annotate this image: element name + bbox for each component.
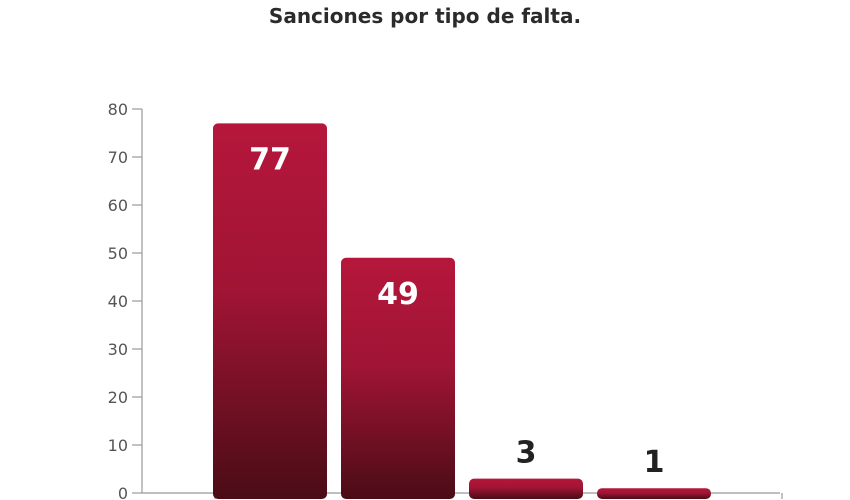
bar (213, 123, 327, 500)
y-tick-label: 0 (118, 484, 128, 500)
bar-value-label: 1 (644, 445, 665, 480)
y-tick-label: 70 (108, 148, 128, 167)
y-tick-label: 50 (108, 244, 128, 263)
bar (341, 257, 455, 499)
bar-value-label: 3 (516, 436, 537, 471)
bar (469, 478, 583, 499)
y-tick-label: 30 (108, 340, 128, 359)
y-tick-label: 20 (108, 388, 128, 407)
y-tick-label: 40 (108, 292, 128, 311)
chart-title: Sanciones por tipo de falta. (268, 4, 582, 28)
bar-value-label: 77 (249, 142, 291, 177)
y-tick-label: 60 (108, 196, 128, 215)
bar (597, 488, 711, 499)
bar-value-label: 49 (377, 277, 419, 312)
y-tick-label: 80 (108, 100, 128, 119)
y-tick-label: 10 (108, 436, 128, 455)
